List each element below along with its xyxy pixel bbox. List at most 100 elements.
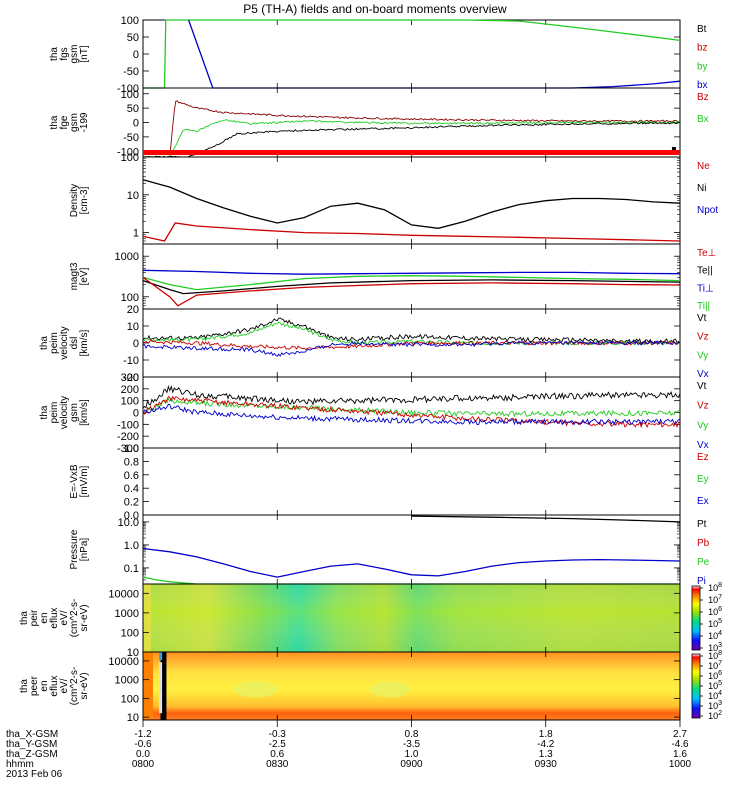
y-axis-label: [km/s] xyxy=(79,329,90,356)
colorbar-tick-label: 103 xyxy=(708,642,722,653)
y-tick-label: 10 xyxy=(127,647,139,659)
y-axis-label: [mV/m] xyxy=(79,465,90,497)
x-axis-value: 0.8 xyxy=(405,729,419,740)
y-tick-label: 0 xyxy=(133,49,139,61)
y-tick-label: 0 xyxy=(133,338,139,350)
y-tick-label: 100 xyxy=(121,89,139,101)
series-line-velocity_gsm-Vx xyxy=(142,403,681,426)
y-axis-label: -199 xyxy=(79,112,90,132)
y-tick-label: 1000 xyxy=(115,251,139,263)
panel-pressure: 10.0 1.0 0.1 Pressure [nPa] Pt Pb Pe Pi xyxy=(69,514,710,587)
panel-fge: 100 50 0 -50 -100 tha fge gsm -199 Bz Bx xyxy=(49,87,709,158)
x-axis-value: -0.3 xyxy=(269,729,287,740)
legend-label: Pe xyxy=(697,557,710,568)
x-axis-row-label: tha_Y-GSM xyxy=(6,739,57,750)
y-axis-label: E=-VxB xyxy=(69,464,80,499)
legend-label: Vt xyxy=(697,313,707,324)
legend-label: bz xyxy=(697,43,708,54)
colorbar-tick-label: 103 xyxy=(708,700,722,711)
y-axis-label: tha xyxy=(19,679,30,693)
x-axis-value: 0930 xyxy=(535,759,558,770)
y-axis-label: [nPa] xyxy=(79,538,90,562)
legend-label: Vx xyxy=(697,440,709,451)
y-tick-label: 10 xyxy=(127,190,139,202)
legend-label: Vy xyxy=(697,420,708,431)
series-line-fgs-bx xyxy=(187,19,681,89)
fge-flag-bar xyxy=(143,150,680,155)
x-axis-value: 0800 xyxy=(132,759,155,770)
panel-frame xyxy=(142,447,681,516)
x-axis-value: -4.2 xyxy=(537,739,555,750)
y-tick-label: 0.6 xyxy=(124,470,139,482)
y-axis-label: peir xyxy=(29,609,40,626)
panel-density: 100 10 1 Density [cm-3] Ne Ni Npot xyxy=(69,152,718,245)
y-axis-label: peim xyxy=(49,332,60,354)
x-axis-row-label: tha_X-GSM xyxy=(6,729,58,740)
series-line-velocity_gsm-Vt xyxy=(142,385,681,409)
panel-frame xyxy=(142,514,681,585)
y-axis-label: dsl xyxy=(69,337,80,350)
peer-data-gap-edge xyxy=(159,662,163,714)
y-axis-label: [eV] xyxy=(79,267,90,285)
y-axis-label: magt3 xyxy=(69,262,80,290)
x-axis-value: -1.2 xyxy=(134,729,152,740)
legend-label: Vz xyxy=(697,332,709,343)
peer-spectrogram-feature xyxy=(233,681,278,698)
colorbar-tick-label: 108 xyxy=(708,582,722,593)
y-tick-label: 50 xyxy=(127,103,139,115)
x-axis-value: 1.3 xyxy=(539,749,553,760)
series-line-temperature-Ti⊥ xyxy=(142,269,681,275)
y-axis-label: tha xyxy=(49,115,60,129)
y-tick-label: 100 xyxy=(121,292,139,304)
series-line-density-Ne xyxy=(142,222,681,242)
legend-label: Ex xyxy=(697,496,709,507)
y-tick-label: 300 xyxy=(121,372,139,384)
colorbar-tick-label: 108 xyxy=(708,650,722,661)
y-axis-label: eV/ xyxy=(59,678,70,693)
series-line-velocity_gsm-Vz xyxy=(142,395,681,429)
legend-label: Vt xyxy=(697,381,707,392)
panel-fgs: 100 50 0 -50 -100 tha fgs gsm [nT] Bt bz by bx xyxy=(49,15,708,95)
legend-label: bx xyxy=(697,80,708,91)
y-tick-label: 0 xyxy=(133,408,139,420)
panel-frame xyxy=(142,156,681,245)
y-tick-label: 10 xyxy=(127,712,139,724)
y-axis-label: eflux xyxy=(49,607,60,628)
colorbar-tick-label: 105 xyxy=(708,618,722,629)
y-axis-label: Pressure xyxy=(69,529,80,569)
legend-label: Ez xyxy=(697,452,709,463)
y-axis-label: tha xyxy=(49,47,60,61)
y-tick-label: 1000 xyxy=(115,675,139,687)
y-axis-label: eflux xyxy=(49,675,60,696)
peer-data-gap xyxy=(160,652,167,720)
y-axis-label: gsm xyxy=(69,403,80,422)
legend-label: Bx xyxy=(697,114,709,125)
legend-label: Te|| xyxy=(697,266,713,277)
series-line-velocity_dsl-Vt xyxy=(142,317,681,345)
y-axis-label: tha xyxy=(39,405,50,419)
x-axis-value: 1.0 xyxy=(405,749,419,760)
y-axis-label: velocity xyxy=(59,396,70,429)
y-axis-label: gsm xyxy=(69,113,80,132)
peir-spectrogram-edge xyxy=(143,584,151,652)
series-line-fge-Bt xyxy=(142,121,681,158)
y-axis-label: peer xyxy=(29,675,40,696)
y-axis-label: velocity xyxy=(59,326,70,359)
legend-label: Ti|| xyxy=(697,301,710,312)
y-axis-label: peim xyxy=(49,402,60,424)
colorbar xyxy=(691,585,701,651)
y-axis-label: fge xyxy=(59,115,70,129)
y-tick-label: 0.2 xyxy=(124,497,139,509)
y-tick-label: 1 xyxy=(133,228,139,240)
y-axis-label: gsm xyxy=(69,45,80,64)
y-axis-label: tha xyxy=(39,336,50,350)
y-axis-label: Density xyxy=(69,184,80,217)
y-tick-label: 10000 xyxy=(108,588,139,600)
x-axis-value: 2.7 xyxy=(673,729,687,740)
legend-label: Vz xyxy=(697,401,709,412)
y-tick-label: -50 xyxy=(123,132,139,144)
series-line-pressure-Pt xyxy=(411,515,681,523)
x-axis-value: -0.6 xyxy=(134,739,152,750)
x-axis-date: 2013 Feb 06 xyxy=(6,769,63,780)
